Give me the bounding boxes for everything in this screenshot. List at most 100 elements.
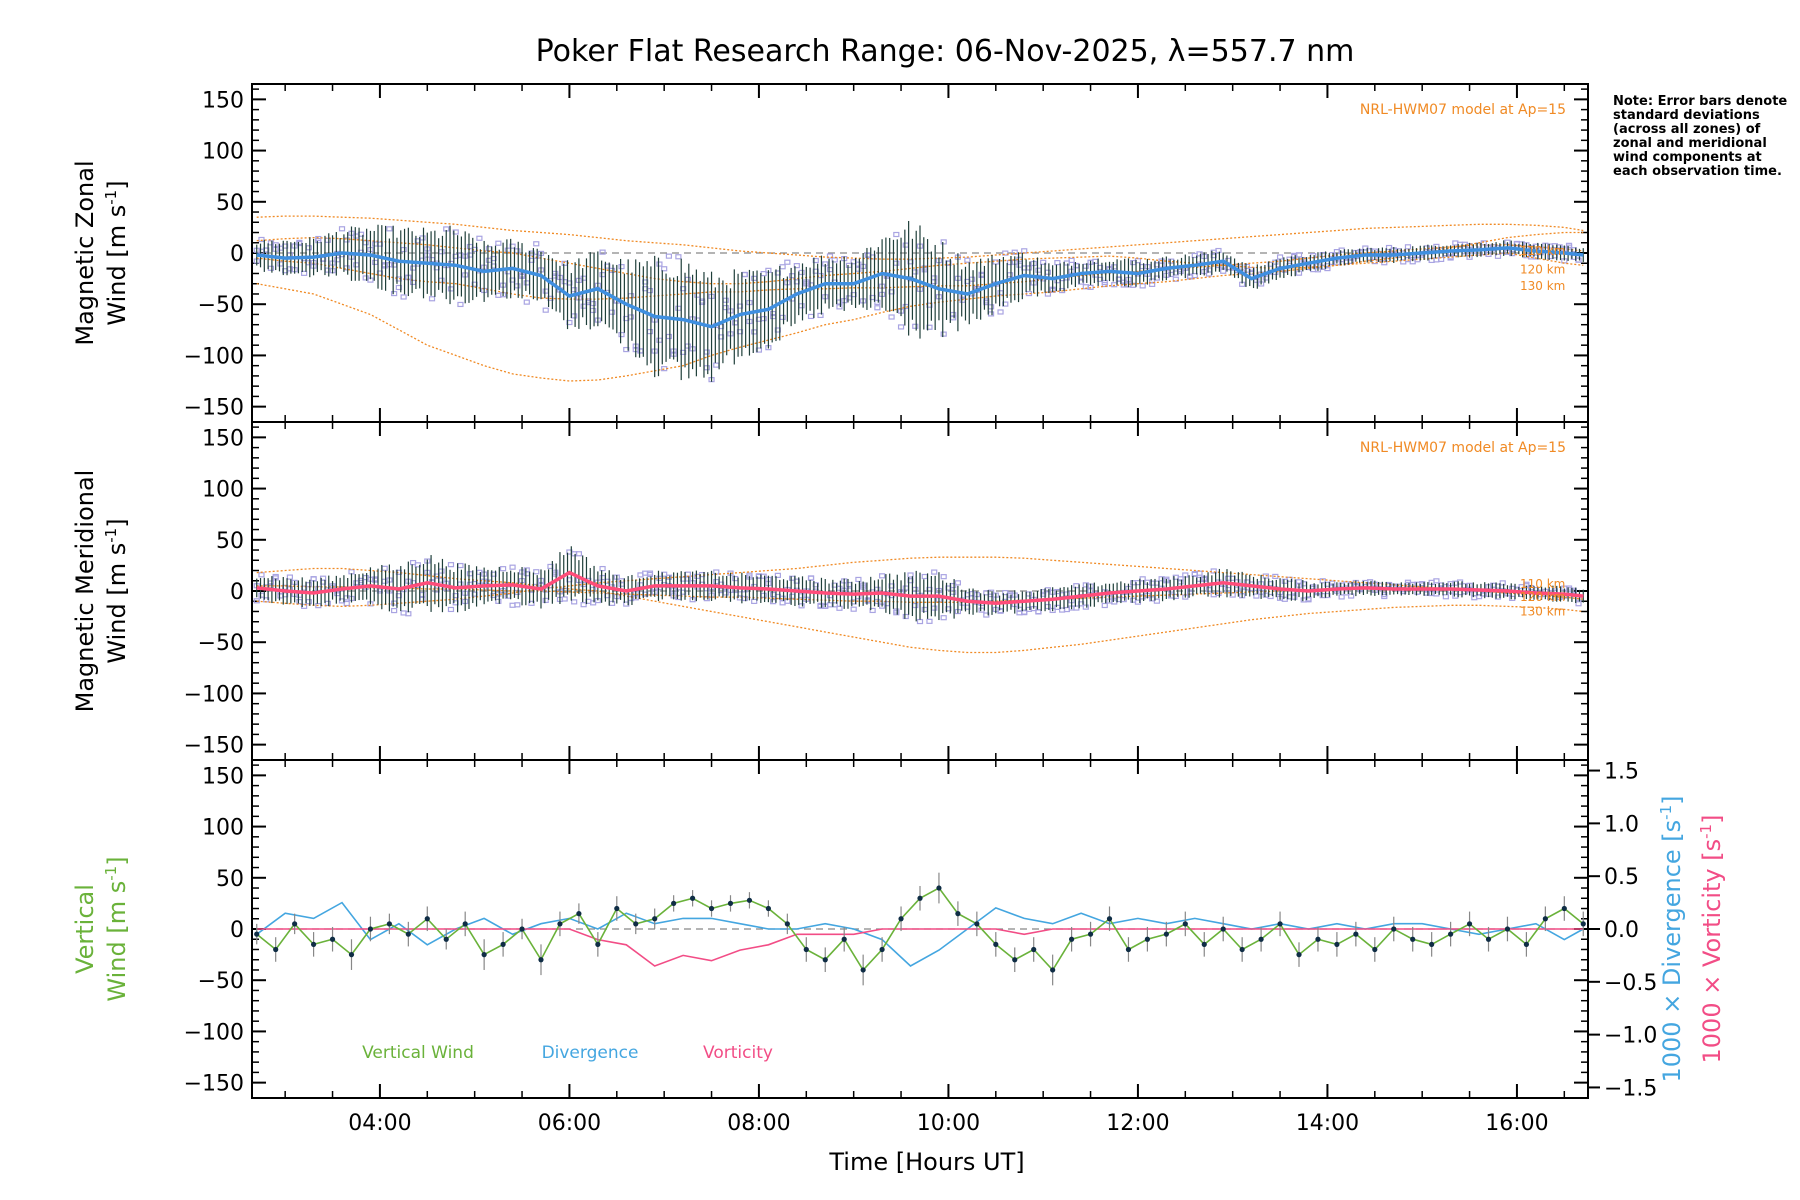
zone-point — [774, 270, 781, 276]
vertical-wind-point — [955, 911, 961, 917]
y-axis-label-text: Wind [m s — [103, 543, 131, 664]
zone-point — [1286, 576, 1293, 582]
vertical-wind-point — [405, 931, 411, 937]
zone-point — [1348, 593, 1355, 599]
y-axis-label-close: ] — [103, 180, 131, 189]
zone-point — [983, 612, 990, 618]
zone-point — [542, 597, 549, 604]
zone-point — [400, 294, 407, 300]
zone-point — [566, 280, 573, 286]
vertical-wind-point — [1144, 936, 1151, 942]
zone-point — [793, 279, 800, 285]
vertical-wind-point — [273, 946, 279, 953]
y-tick-label: 0 — [230, 918, 244, 943]
zone-point — [1343, 590, 1350, 596]
zone-point — [447, 286, 455, 292]
zone-point — [301, 270, 308, 276]
zone-point — [912, 269, 919, 275]
zone-point — [258, 572, 265, 578]
zone-point — [1153, 580, 1160, 586]
zone-point — [1267, 581, 1274, 587]
zone-point — [1040, 259, 1047, 265]
zone-point — [916, 618, 924, 625]
zone-point — [807, 575, 815, 581]
zone-point — [646, 328, 654, 335]
zone-point — [850, 291, 857, 298]
zone-point — [528, 257, 535, 263]
vorticity-line — [256, 928, 1584, 967]
legend-vertical-wind: Vertical Wind — [362, 1043, 474, 1063]
right-y-tick-label: 0.0 — [1604, 918, 1639, 943]
zone-point — [1101, 281, 1108, 288]
zone-point — [931, 569, 938, 575]
model-height-label: 120 km — [1520, 262, 1565, 276]
zone-point — [618, 331, 625, 338]
zone-point — [907, 259, 914, 265]
zone-point — [575, 551, 582, 557]
divergence-axis-label-text: 1000 × Divergence [s — [1658, 820, 1686, 1083]
zone-point — [912, 586, 919, 593]
zone-point — [376, 588, 384, 594]
zone-point — [571, 599, 578, 605]
zone-point — [774, 572, 781, 578]
x-tick-label: 10:00 — [917, 1111, 980, 1136]
zone-point — [1494, 253, 1502, 259]
legend-vorticity: Vorticity — [703, 1043, 773, 1063]
zone-point — [1054, 260, 1061, 266]
zone-point — [1248, 266, 1255, 273]
zone-point — [253, 598, 260, 604]
vertical-wind-point — [443, 936, 449, 942]
zone-point — [1575, 601, 1582, 607]
vorticity-axis-label-text: 1000 × Vorticity [s — [1698, 839, 1726, 1064]
zone-point — [490, 255, 497, 262]
zone-point — [438, 249, 445, 255]
y-axis-label-text: Wind [m s — [103, 205, 131, 326]
zone-point — [661, 571, 668, 577]
model-label: NRL-HWM07 model at Ap=15 — [1360, 440, 1566, 456]
vertical-wind-point — [841, 936, 847, 942]
zone-point — [987, 304, 995, 310]
zone-point — [409, 265, 417, 271]
zone-point — [1210, 568, 1217, 574]
right-y-tick-label: 0.5 — [1604, 865, 1639, 890]
zone-point — [1381, 260, 1388, 266]
zone-point — [348, 569, 355, 575]
zone-point — [1077, 601, 1085, 607]
zone-point — [547, 563, 554, 570]
zone-point — [1191, 272, 1198, 279]
zone-point — [997, 309, 1004, 315]
zone-point — [1456, 579, 1464, 585]
zone-point — [533, 569, 540, 575]
zone-point — [665, 253, 673, 259]
zone-point — [391, 607, 398, 614]
vertical-wind-point — [1504, 926, 1511, 932]
zone-point — [751, 598, 758, 605]
zone-point — [1006, 272, 1014, 278]
vertical-wind-point — [746, 897, 753, 903]
model-curve-130 — [256, 556, 1584, 608]
vertical-wind-point — [1069, 936, 1075, 942]
zone-point — [362, 240, 369, 246]
zone-point — [414, 238, 421, 244]
y-tick-label: 50 — [216, 867, 244, 892]
divergence-line — [256, 901, 1584, 967]
zone-point — [1068, 257, 1075, 263]
meridional-panel: −150 −100 −50 0 50 100 150 Magnetic Meridional W… — [71, 421, 1589, 761]
zone-point — [395, 284, 402, 291]
zone-point — [277, 261, 284, 267]
zone-point — [661, 266, 668, 272]
zone-point — [926, 586, 933, 593]
zone-point — [1494, 594, 1502, 600]
zone-point — [282, 243, 289, 249]
zone-point — [1139, 283, 1146, 289]
zone-point — [1362, 245, 1369, 251]
vertical-wind-point — [576, 911, 582, 917]
y-axis-label-exp: -1 — [102, 528, 120, 543]
zone-point — [566, 577, 573, 583]
zone-point — [926, 302, 933, 308]
zone-point — [1082, 604, 1089, 610]
y-axis-label-line1: Vertical — [71, 884, 99, 974]
vertical-wind-point — [1220, 926, 1226, 932]
zone-point — [931, 605, 938, 611]
zone-point — [907, 578, 914, 584]
